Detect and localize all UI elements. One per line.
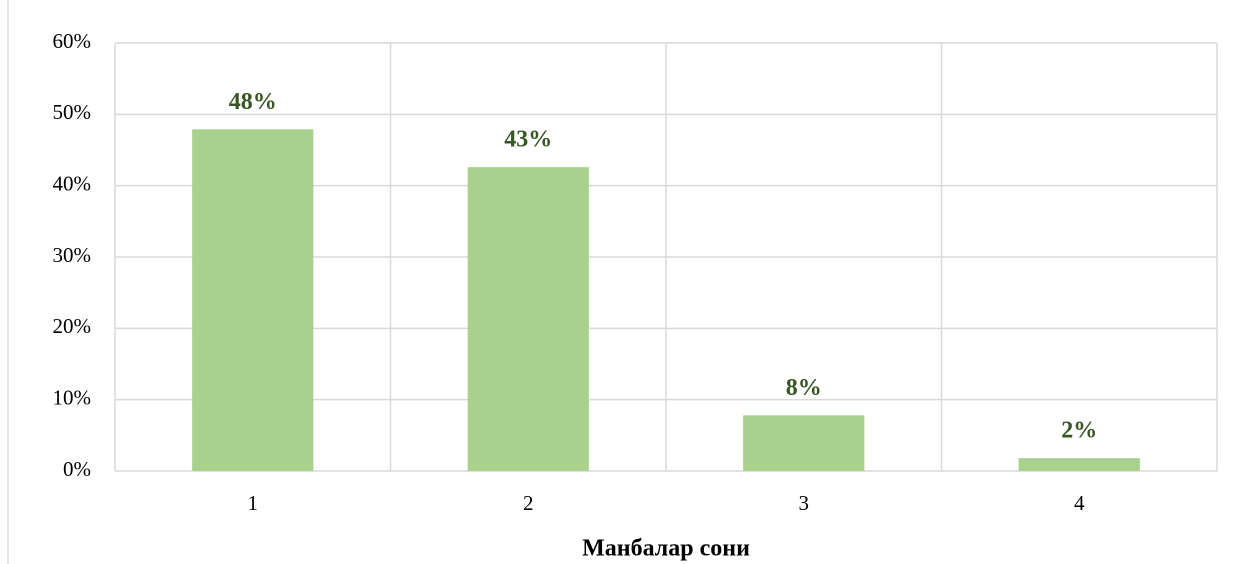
y-tick-label: 50% xyxy=(53,100,92,124)
y-tick-label: 30% xyxy=(53,243,92,267)
bar xyxy=(467,167,589,471)
y-tick-label: 0% xyxy=(63,457,91,481)
y-tick-label: 10% xyxy=(53,385,92,409)
y-tick-label: 60% xyxy=(53,29,92,53)
data-label: 43% xyxy=(504,127,552,153)
x-tick-label: 4 xyxy=(1074,491,1085,515)
bar xyxy=(192,129,314,471)
x-tick-label: 3 xyxy=(799,491,810,515)
bar xyxy=(743,415,865,471)
data-label: 48% xyxy=(229,89,277,115)
data-label: 8% xyxy=(786,375,822,401)
y-tick-label: 20% xyxy=(53,314,92,338)
x-tick-label: 2 xyxy=(523,491,534,515)
y-tick-label: 40% xyxy=(53,171,92,195)
bar xyxy=(1018,458,1140,471)
x-tick-label: 1 xyxy=(248,491,259,515)
x-axis-title: Манбалар сони xyxy=(582,536,750,562)
data-label: 2% xyxy=(1061,418,1097,444)
